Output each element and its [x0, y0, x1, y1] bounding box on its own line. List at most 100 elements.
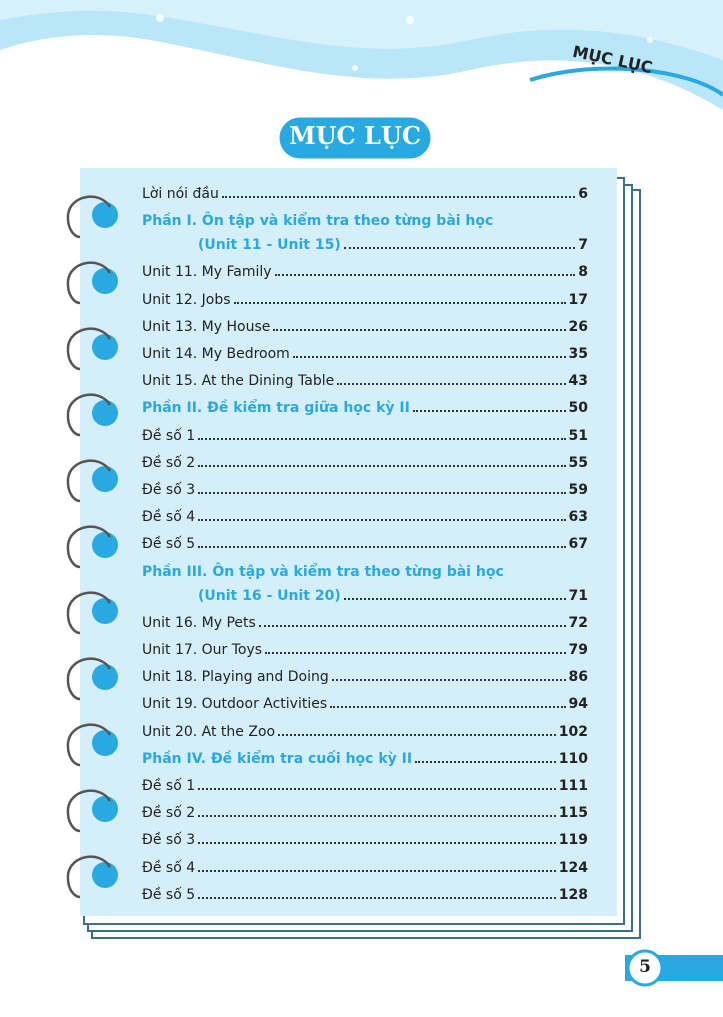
- toc-row: Phần I. Ôn tập và kiểm tra theo từng bài…: [142, 209, 588, 229]
- leader: [330, 706, 566, 709]
- toc-row: Unit 15. At the Dining Table 43: [142, 369, 588, 389]
- toc-row: Đề số 4 63: [142, 505, 588, 525]
- toc-row: (Unit 16 - Unit 20) 71: [198, 584, 588, 604]
- leader: [221, 196, 576, 198]
- entry-page: 86: [568, 669, 588, 686]
- entry-title: Unit 15. At the Dining Table: [142, 373, 335, 390]
- toc-row: Unit 14. My Bedroom 35: [142, 342, 588, 362]
- leader: [198, 869, 556, 872]
- leader: [343, 247, 576, 250]
- entry-title: Lời nói đầu: [142, 186, 219, 202]
- leader: [198, 788, 556, 790]
- entry-title: (Unit 16 - Unit 20): [198, 587, 341, 604]
- entry-page: 72: [568, 614, 588, 631]
- entry-page: 102: [558, 723, 588, 740]
- entry-page: 55: [568, 454, 588, 471]
- leader: [278, 733, 556, 736]
- entry-page: 59: [568, 482, 588, 498]
- entry-page: 6: [578, 186, 588, 202]
- leader: [258, 624, 566, 627]
- entry-page: 17: [568, 291, 588, 308]
- toc-row: Unit 20. At the Zoo 102: [142, 720, 588, 740]
- leader: [331, 679, 566, 682]
- entry-page: 71: [568, 587, 588, 604]
- entry-title: Phần II. Đề kiểm tra giữa học kỳ II: [142, 400, 410, 417]
- entry-page: 115: [558, 805, 588, 822]
- entry-page: 79: [568, 642, 588, 658]
- entry-title: Unit 11. My Family: [142, 264, 272, 281]
- entry-title: Phần I. Ôn tập và kiểm tra theo từng bài…: [142, 213, 494, 230]
- leader: [198, 437, 566, 440]
- entry-page: 50: [568, 400, 588, 417]
- leader: [198, 519, 566, 522]
- entry-page: 43: [568, 373, 588, 390]
- entry-page: 35: [568, 346, 588, 362]
- leader: [412, 410, 566, 413]
- entry-page: 26: [568, 318, 588, 335]
- toc-row: Đề số 2 55: [142, 451, 588, 471]
- entry-title: Unit 20. At the Zoo: [142, 723, 276, 740]
- toc-row: Unit 13. My House 26: [142, 315, 588, 335]
- entry-title: Unit 19. Outdoor Activities: [142, 696, 328, 713]
- entry-page: 119: [558, 832, 588, 849]
- entry-title: Unit 16. My Pets: [142, 614, 256, 631]
- entry-page: 51: [568, 427, 588, 444]
- entry-page: 111: [558, 778, 588, 794]
- toc-row: Đề số 3 119: [142, 828, 588, 848]
- entry-title: (Unit 11 - Unit 15): [198, 237, 341, 254]
- toc-row: Phần III. Ôn tập và kiểm tra theo từng b…: [142, 560, 588, 580]
- entry-title: Đề số 2: [142, 454, 196, 471]
- entry-title: Unit 17. Our Toys: [142, 642, 263, 658]
- entry-page: 7: [578, 237, 588, 254]
- toc-row: Đề số 4 124: [142, 856, 588, 876]
- page-number: 5: [639, 957, 651, 977]
- leader: [198, 546, 566, 549]
- entry-title: Phần IV. Đề kiểm tra cuối học kỳ II: [142, 750, 413, 767]
- leader: [274, 274, 576, 277]
- toc-row: Đề số 5 128: [142, 883, 588, 903]
- leader: [292, 356, 566, 358]
- toc-row: Phần IV. Đề kiểm tra cuối học kỳ II 110: [142, 747, 588, 767]
- leader: [198, 842, 556, 845]
- leader: [198, 896, 556, 899]
- entry-title: Unit 13. My House: [142, 318, 271, 335]
- entry-title: Đề số 3: [142, 482, 196, 498]
- entry-title: Unit 12. Jobs: [142, 291, 231, 308]
- entry-title: Đề số 5: [142, 536, 196, 553]
- leader: [265, 652, 566, 654]
- leader: [198, 815, 556, 818]
- leader: [415, 760, 556, 763]
- entry-title: Đề số 5: [142, 886, 196, 903]
- toc-row: Unit 17. Our Toys 79: [142, 638, 588, 658]
- title: MỤC LỤC: [289, 121, 421, 150]
- toc-row: Đề số 1 51: [142, 424, 588, 444]
- entry-title: Đề số 3: [142, 832, 196, 849]
- leader: [198, 492, 566, 494]
- entry-page: 128: [558, 886, 588, 903]
- entry-page: 94: [568, 696, 588, 713]
- entry-title: Đề số 1: [142, 778, 196, 794]
- toc-row: Đề số 5 67: [142, 532, 588, 552]
- entry-page: 8: [578, 264, 588, 281]
- leader: [233, 301, 566, 304]
- leader: [198, 464, 566, 467]
- entry-page: 110: [558, 750, 588, 767]
- entry-title: Đề số 2: [142, 805, 196, 822]
- entry-title: Unit 14. My Bedroom: [142, 346, 290, 362]
- toc-row: Unit 11. My Family 8: [142, 260, 588, 280]
- entry-title: Phần III. Ôn tập và kiểm tra theo từng b…: [142, 563, 504, 580]
- leader: [273, 328, 566, 331]
- toc-row: Đề số 2 115: [142, 801, 588, 821]
- entry-title: Unit 18. Playing and Doing: [142, 669, 329, 686]
- leader: [343, 597, 566, 600]
- toc-row: Lời nói đầu 6: [142, 182, 588, 202]
- toc-row: Unit 18. Playing and Doing 86: [142, 665, 588, 685]
- toc-row: Đề số 3 59: [142, 478, 588, 498]
- entry-page: 63: [568, 509, 588, 526]
- toc-row: Unit 16. My Pets 72: [142, 611, 588, 631]
- toc-row: Unit 12. Jobs 17: [142, 288, 588, 308]
- toc-row: Unit 19. Outdoor Activities 94: [142, 692, 588, 712]
- entry-title: Đề số 4: [142, 509, 196, 526]
